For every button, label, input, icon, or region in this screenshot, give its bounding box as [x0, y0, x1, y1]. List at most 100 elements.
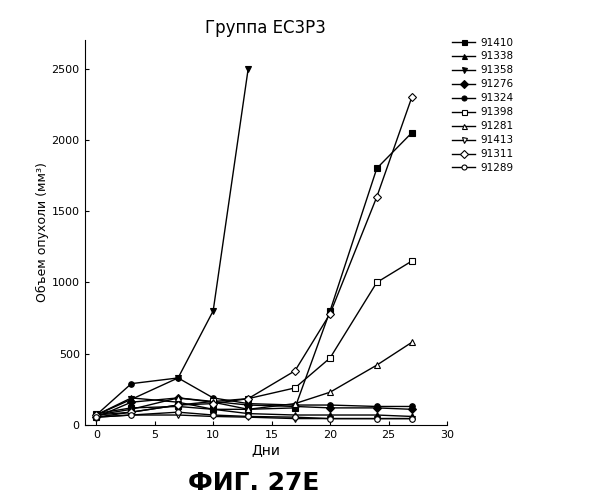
- 91289: [245, 414, 252, 420]
- 91276: [175, 395, 182, 401]
- Line: 91398: 91398: [94, 258, 415, 420]
- 91413: [175, 412, 182, 418]
- 91410: [291, 405, 298, 411]
- 91324: [92, 412, 100, 418]
- 91276: [408, 406, 416, 412]
- 91311: [291, 368, 298, 374]
- 91358: [245, 66, 252, 71]
- 91281: [326, 389, 333, 395]
- 91311: [210, 400, 217, 406]
- 91281: [373, 362, 381, 368]
- 91413: [291, 416, 298, 422]
- 91398: [92, 414, 100, 420]
- Line: 91413: 91413: [94, 412, 415, 422]
- 91413: [373, 416, 381, 422]
- 91311: [408, 94, 416, 100]
- 91410: [210, 406, 217, 412]
- 91281: [408, 340, 416, 345]
- 91410: [408, 130, 416, 136]
- Legend: 91410, 91338, 91358, 91276, 91324, 91398, 91281, 91413, 91311, 91289: 91410, 91338, 91358, 91276, 91324, 91398…: [452, 38, 513, 173]
- Text: ФИГ. 27Е: ФИГ. 27Е: [188, 471, 320, 495]
- 91398: [210, 398, 217, 404]
- 91324: [245, 400, 252, 406]
- 91281: [291, 400, 298, 406]
- 91281: [92, 412, 100, 418]
- 91324: [326, 402, 333, 408]
- 91398: [291, 385, 298, 391]
- X-axis label: Дни: Дни: [251, 442, 280, 456]
- 91311: [92, 412, 100, 418]
- Line: 91289: 91289: [94, 410, 415, 422]
- 91338: [210, 406, 217, 412]
- 91276: [92, 414, 100, 420]
- Line: 91338: 91338: [94, 395, 415, 419]
- 91289: [373, 416, 381, 422]
- 91311: [326, 311, 333, 317]
- Line: 91311: 91311: [94, 94, 415, 418]
- 91410: [245, 406, 252, 412]
- 91358: [210, 308, 217, 314]
- 91289: [326, 416, 333, 422]
- 91410: [127, 405, 135, 411]
- 91289: [291, 414, 298, 420]
- 91410: [175, 404, 182, 409]
- 91276: [326, 405, 333, 411]
- 91410: [373, 166, 381, 172]
- 91324: [175, 375, 182, 381]
- 91338: [175, 399, 182, 405]
- 91413: [127, 412, 135, 418]
- 91338: [291, 412, 298, 418]
- 91338: [92, 412, 100, 418]
- 91338: [408, 414, 416, 420]
- 91413: [210, 414, 217, 420]
- 91281: [245, 406, 252, 412]
- 91289: [210, 412, 217, 418]
- 91276: [291, 404, 298, 409]
- 91324: [408, 404, 416, 409]
- 91398: [127, 409, 135, 415]
- Line: 91410: 91410: [94, 130, 415, 416]
- 91410: [326, 308, 333, 314]
- Line: 91276: 91276: [94, 395, 415, 420]
- Line: 91324: 91324: [94, 375, 415, 418]
- 91289: [175, 409, 182, 415]
- 91338: [127, 395, 135, 401]
- 91289: [127, 412, 135, 418]
- 91276: [210, 398, 217, 404]
- 91398: [326, 355, 333, 361]
- 91276: [245, 402, 252, 408]
- Line: 91281: 91281: [94, 340, 415, 418]
- 91311: [373, 194, 381, 200]
- 91311: [245, 396, 252, 402]
- 91324: [210, 395, 217, 401]
- 91289: [408, 416, 416, 422]
- 91276: [373, 405, 381, 411]
- 91398: [408, 258, 416, 264]
- 91410: [92, 410, 100, 416]
- 91398: [373, 280, 381, 285]
- 91276: [127, 399, 135, 405]
- 91413: [326, 416, 333, 422]
- 91324: [291, 402, 298, 408]
- 91289: [92, 414, 100, 420]
- Title: Группа ЕС3Р3: Группа ЕС3Р3: [205, 19, 326, 37]
- 91413: [408, 416, 416, 422]
- 91338: [245, 410, 252, 416]
- 91358: [92, 412, 100, 418]
- 91311: [127, 409, 135, 415]
- 91324: [373, 404, 381, 409]
- 91338: [373, 412, 381, 418]
- 91281: [175, 395, 182, 401]
- 91398: [245, 396, 252, 402]
- 91281: [127, 406, 135, 412]
- 91413: [245, 414, 252, 420]
- 91311: [175, 402, 182, 408]
- 91338: [326, 412, 333, 418]
- Y-axis label: Объем опухоли (мм³): Объем опухоли (мм³): [36, 162, 49, 302]
- 91358: [127, 396, 135, 402]
- 91358: [175, 375, 182, 381]
- 91398: [175, 402, 182, 408]
- 91413: [92, 414, 100, 420]
- 91281: [210, 399, 217, 405]
- Line: 91358: 91358: [94, 66, 251, 418]
